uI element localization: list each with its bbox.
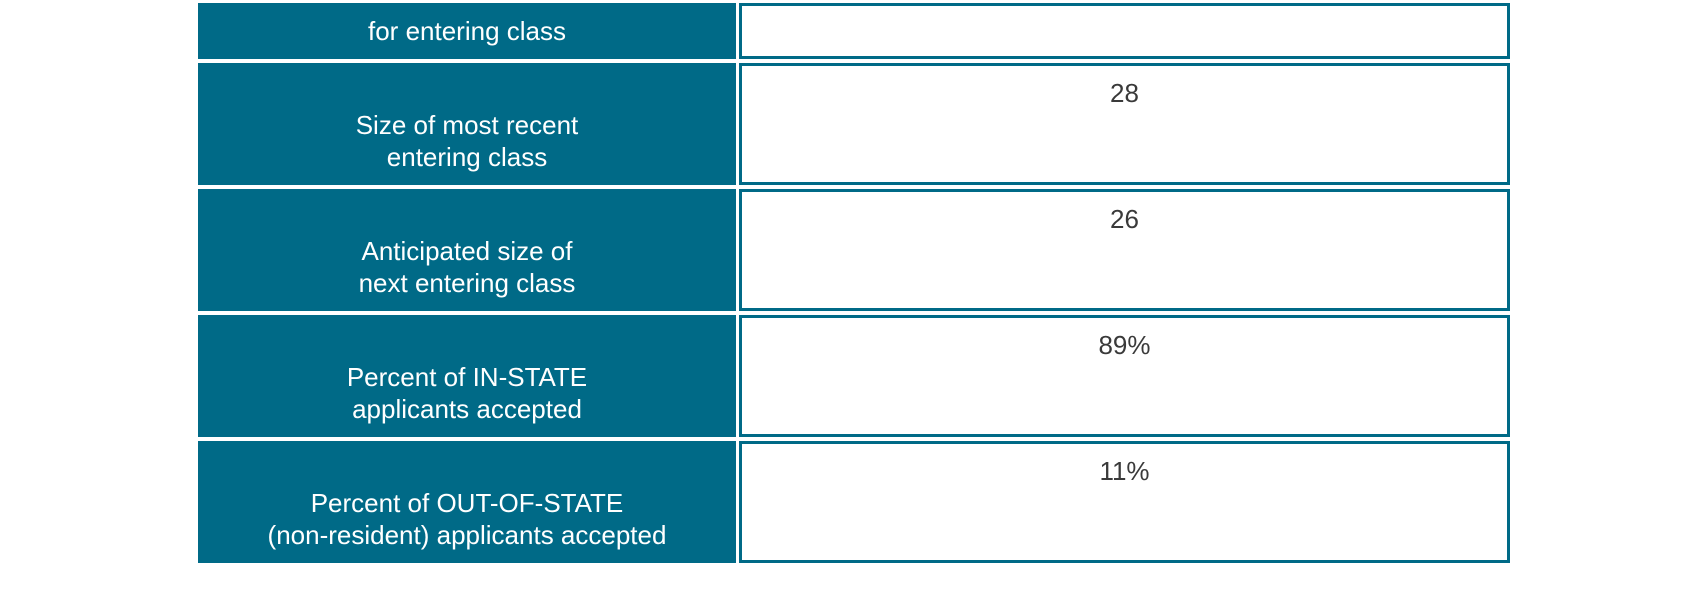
row-value: 26 bbox=[1110, 204, 1139, 234]
row-value-cell: 11% bbox=[739, 441, 1510, 563]
row-label-cell: Anticipated size of next entering class bbox=[198, 189, 736, 311]
row-value: 89% bbox=[1098, 330, 1151, 360]
table-row: Anticipated size of next entering class … bbox=[198, 189, 1510, 311]
table-row: Percent of OUT-OF-STATE (non-resident) a… bbox=[198, 441, 1510, 563]
table-row: Percent of IN-STATE applicants accepted … bbox=[198, 315, 1510, 437]
row-label: Size of most recent entering class bbox=[355, 110, 579, 172]
row-label-cell: Percent of OUT-OF-STATE (non-resident) a… bbox=[198, 441, 736, 563]
row-label: Percent of OUT-OF-STATE (non-resident) a… bbox=[267, 488, 667, 550]
row-value-cell: 28 bbox=[739, 63, 1510, 185]
row-label: for entering class bbox=[368, 16, 566, 46]
row-label: Percent of IN-STATE applicants accepted bbox=[346, 362, 588, 424]
row-label-cell: for entering class bbox=[198, 3, 736, 59]
table-row: for entering class bbox=[198, 3, 1510, 59]
row-label: Anticipated size of next entering class bbox=[358, 236, 576, 298]
table-row: Size of most recent entering class 28 bbox=[198, 63, 1510, 185]
row-value: 28 bbox=[1110, 78, 1139, 108]
row-value: 11% bbox=[1099, 456, 1150, 486]
row-label-cell: Percent of IN-STATE applicants accepted bbox=[198, 315, 736, 437]
row-label-cell: Size of most recent entering class bbox=[198, 63, 736, 185]
row-value-cell: 89% bbox=[739, 315, 1510, 437]
row-value-cell: 26 bbox=[739, 189, 1510, 311]
row-value-cell bbox=[739, 3, 1510, 59]
